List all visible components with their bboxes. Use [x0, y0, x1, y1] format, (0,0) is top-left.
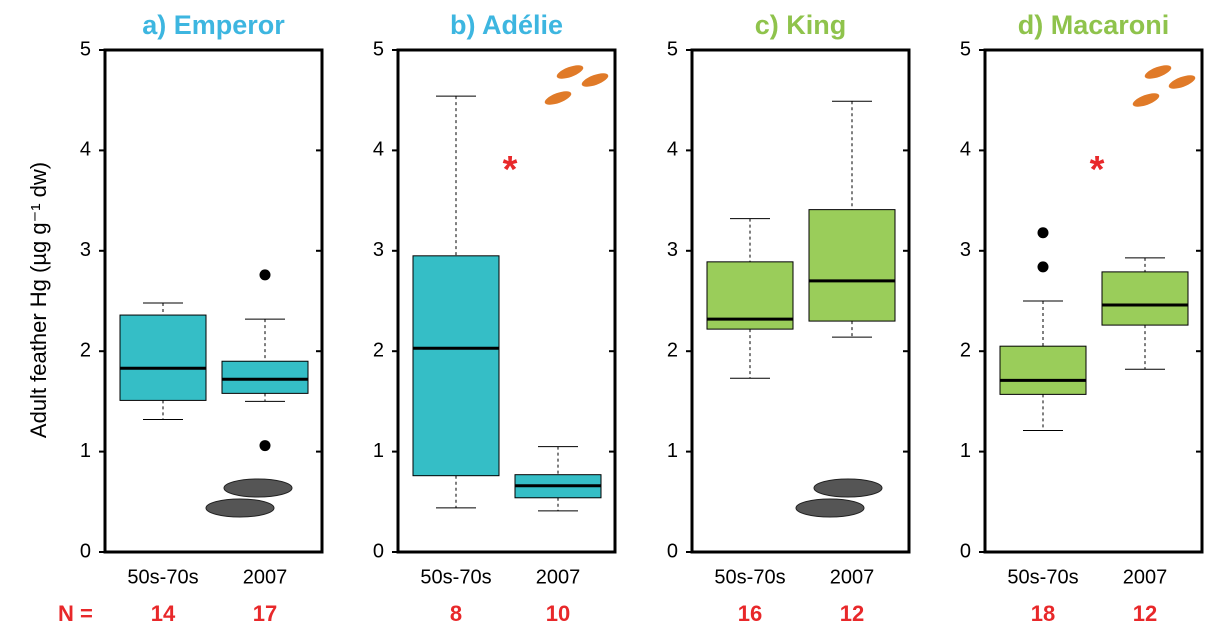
box — [119, 314, 207, 401]
significance-mark: * — [1090, 149, 1105, 191]
panel-title: c) King — [755, 10, 847, 40]
outlier — [259, 440, 271, 452]
y-tick-label: 1 — [80, 440, 91, 462]
y-tick-label: 0 — [667, 540, 678, 562]
y-tick-label: 0 — [80, 540, 91, 562]
y-tick-label: 5 — [667, 38, 678, 60]
y-tick-label: 5 — [960, 38, 971, 60]
box — [1101, 271, 1189, 326]
x-tick-label: 2007 — [1123, 566, 1168, 588]
x-tick-label: 50s-70s — [714, 566, 785, 588]
plot-frame — [396, 48, 617, 554]
y-tick-label: 3 — [80, 239, 91, 261]
y-tick-label: 3 — [373, 239, 384, 261]
x-tick-label: 50s-70s — [420, 566, 491, 588]
y-tick-label: 5 — [80, 38, 91, 60]
n-label: 18 — [1031, 601, 1055, 626]
y-axis-label: Adult feather Hg (µg g⁻¹ dw) — [26, 162, 51, 438]
y-tick-label: 1 — [373, 440, 384, 462]
y-tick-label: 2 — [373, 339, 384, 361]
panel-title: b) Adélie — [450, 10, 563, 40]
box — [412, 255, 500, 477]
y-tick-label: 2 — [960, 339, 971, 361]
y-tick-label: 3 — [667, 239, 678, 261]
fish-icon — [205, 478, 883, 518]
y-tick-label: 4 — [373, 139, 384, 161]
y-tick-label: 4 — [960, 139, 971, 161]
x-tick-label: 2007 — [243, 566, 288, 588]
x-tick-label: 2007 — [536, 566, 581, 588]
y-tick-label: 1 — [667, 440, 678, 462]
plot-frame — [690, 48, 911, 554]
y-tick-label: 5 — [373, 38, 384, 60]
n-label: 10 — [546, 601, 570, 626]
panel-title: d) Macaroni — [1018, 10, 1170, 40]
y-tick-label: 3 — [960, 239, 971, 261]
box — [999, 345, 1087, 395]
x-tick-label: 50s-70s — [1007, 566, 1078, 588]
outlier — [1037, 227, 1049, 239]
n-label: 14 — [151, 601, 176, 626]
krill-icon — [544, 65, 1196, 107]
significance-mark: * — [503, 149, 518, 191]
n-label: 16 — [738, 601, 762, 626]
n-label: 8 — [450, 601, 462, 626]
panel-title: a) Emperor — [142, 10, 285, 40]
y-tick-label: 0 — [960, 540, 971, 562]
outlier — [259, 269, 271, 281]
box — [221, 360, 309, 394]
y-tick-label: 0 — [373, 540, 384, 562]
n-label: 17 — [253, 601, 277, 626]
box — [808, 209, 896, 322]
plot-frame — [103, 48, 324, 554]
y-tick-label: 4 — [667, 139, 678, 161]
x-tick-label: 2007 — [830, 566, 875, 588]
x-tick-label: 50s-70s — [127, 566, 198, 588]
y-tick-label: 2 — [80, 339, 91, 361]
plot-frame — [983, 48, 1204, 554]
n-title: N = — [58, 601, 93, 626]
outlier — [1037, 261, 1049, 273]
n-label: 12 — [1133, 601, 1157, 626]
y-tick-label: 2 — [667, 339, 678, 361]
y-tick-label: 1 — [960, 440, 971, 462]
y-tick-label: 4 — [80, 139, 91, 161]
n-label: 12 — [840, 601, 864, 626]
